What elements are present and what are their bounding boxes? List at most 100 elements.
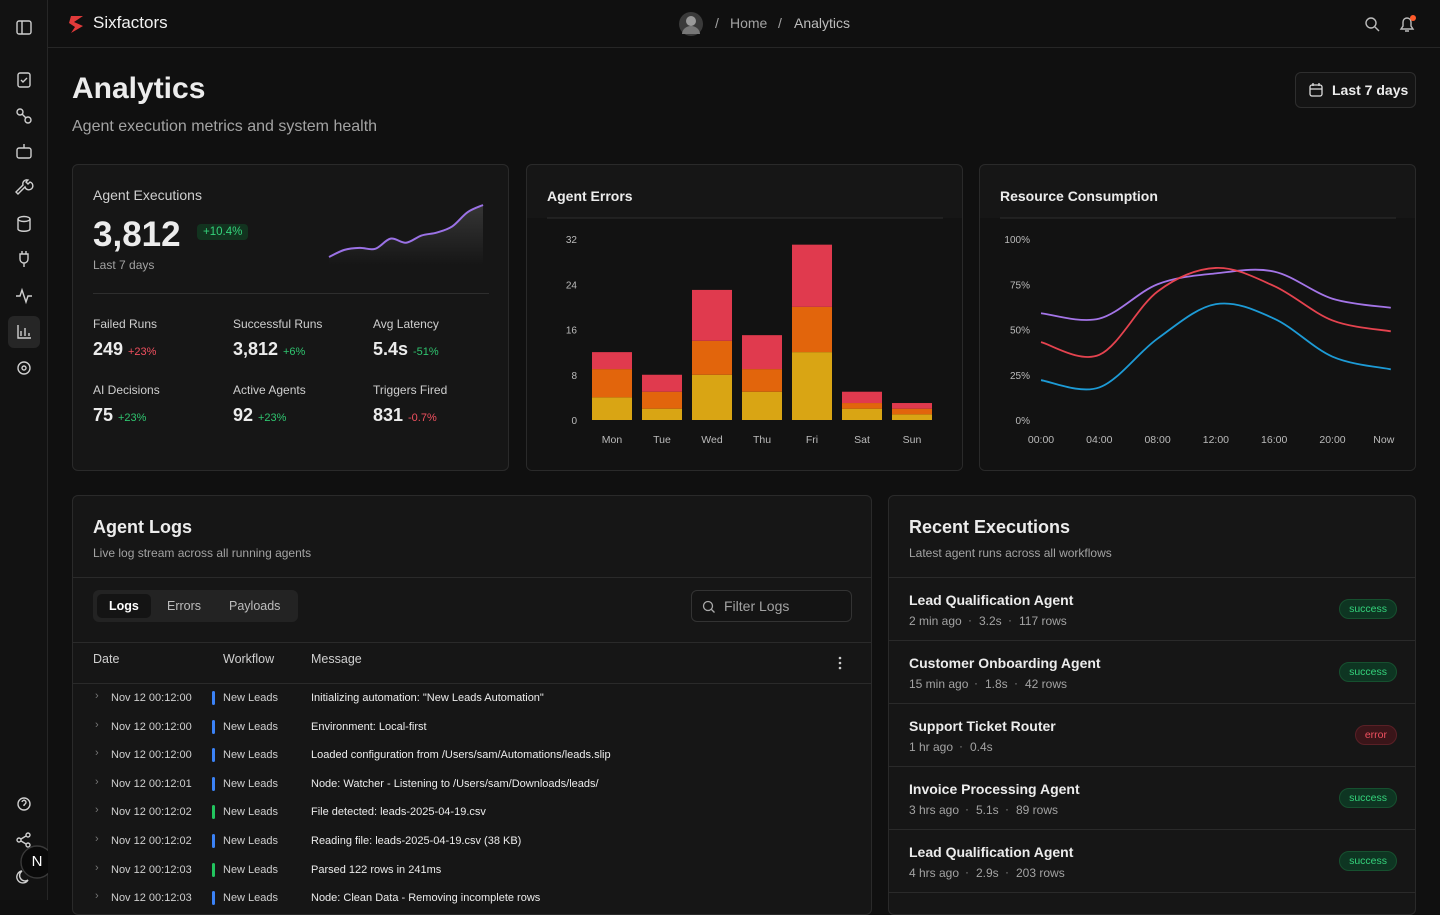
workflow-marker: [212, 748, 215, 763]
dot: ·: [974, 676, 978, 690]
change-badge: +10.4%: [197, 224, 249, 240]
workflow-marker: [212, 719, 215, 734]
log-date: Nov 12 00:12:03: [111, 892, 192, 905]
execution-item[interactable]: Invoice Processing Agent 3 hrs ago · 5.1s · 8…: [889, 767, 1415, 830]
log-date: Nov 12 00:12:03: [111, 863, 192, 876]
log-message: Loaded configuration from /Users/sam/Aut…: [311, 749, 611, 762]
tab[interactable]: Errors: [167, 599, 202, 613]
tab[interactable]: Logs: [97, 594, 151, 618]
big-value: 3,812: [93, 215, 181, 254]
column-menu[interactable]: [836, 655, 844, 671]
x-tick-label: 08:00: [1144, 434, 1170, 446]
errors-chart: 0 8 16 24 32 Mon Tue Wed Thu Fri Sat Sun: [527, 217, 962, 470]
dot: ·: [965, 802, 969, 816]
tabs: Logs Errors Payloads: [93, 590, 298, 622]
execution-item[interactable]: Lead Qualification Agent 4 hrs ago · 2.9s · 2…: [889, 830, 1415, 893]
execution-meta: 42 rows: [1025, 677, 1068, 691]
breadcrumb[interactable]: Home: [730, 15, 768, 31]
card-title: Agent Errors: [547, 188, 633, 204]
metric-label: Avg Latency: [373, 317, 439, 331]
log-row[interactable]: › Nov 12 00:12:00 New Leads Initializing au…: [73, 684, 871, 712]
log-workflow: New Leads: [223, 749, 279, 762]
status-badge: success: [1339, 662, 1397, 682]
chevron: ›: [95, 833, 99, 845]
bar-segment: [792, 244, 832, 307]
y-tick-label: 0: [571, 416, 577, 427]
chevron: ›: [95, 861, 99, 874]
executions-card: Agent Executions 3,812 +10.4% Last 7 day…: [72, 164, 509, 471]
execution-item[interactable]: Customer Onboarding Agent 15 min ago · 1.8s…: [889, 641, 1415, 704]
execution-meta: 0.4s: [970, 740, 993, 754]
log-workflow: New Leads: [223, 692, 279, 704]
search-input[interactable]: Filter Logs: [691, 590, 852, 622]
workflow-marker: [212, 805, 215, 820]
execution-name: Lead Qualification Agent: [909, 592, 1074, 608]
bar-segment: [742, 369, 782, 392]
execution-meta: 15 min ago: [909, 677, 969, 691]
metric-label: AI Decisions: [93, 383, 160, 397]
log-workflow: New Leads: [223, 863, 279, 876]
divider: [73, 683, 871, 684]
workflow-marker: [212, 862, 215, 877]
execution-meta: 3 hrs ago: [909, 803, 960, 817]
user-avatar[interactable]: N: [31, 853, 43, 870]
metric-value: 831: [373, 405, 404, 425]
avatar: [679, 12, 703, 36]
dot: ·: [1005, 865, 1009, 879]
y-tick-label: 0%: [1016, 416, 1031, 427]
log-row[interactable]: › Nov 12 00:12:02 New Leads Reading file: l…: [73, 827, 871, 855]
divider: [93, 293, 489, 294]
log-row[interactable]: › Nov 12 00:12:01 New Leads Node: Watcher -…: [73, 770, 871, 798]
column-header[interactable]: Message: [311, 652, 362, 666]
status-badge: success: [1339, 788, 1397, 808]
divider: [889, 577, 1415, 578]
range-button[interactable]: Last 7 days: [1295, 72, 1416, 108]
column-header[interactable]: Workflow: [223, 652, 275, 666]
resource-chart: 0% 25% 50% 75% 100% 00:00 04:00 08:00 12:00 16:00…: [980, 217, 1415, 470]
brand[interactable]: Sixfactors: [93, 13, 168, 32]
dot: ·: [1008, 613, 1012, 627]
metric-change: +6%: [283, 346, 306, 358]
log-row[interactable]: › Nov 12 00:12:00 New Leads Loaded configur…: [73, 741, 871, 769]
recent-card: Recent Executions Latest agent runs acro…: [888, 495, 1416, 915]
y-tick-label: 25%: [1010, 371, 1030, 382]
bar-segment: [592, 397, 632, 420]
sparkline: [328, 204, 484, 258]
bar-segment: [642, 408, 682, 420]
metric-value: 5.4s: [373, 339, 409, 359]
column-header[interactable]: Date: [93, 652, 120, 666]
page-title: Analytics: [72, 72, 206, 105]
log-row[interactable]: › Nov 12 00:12:00 New Leads Environment: Lo…: [73, 713, 871, 741]
bar-segment: [642, 391, 682, 409]
x-tick-label: Now: [1373, 434, 1394, 446]
tab[interactable]: Payloads: [229, 599, 281, 613]
bar-segment: [892, 408, 932, 415]
metric-value: 249: [93, 339, 124, 359]
top-actions[interactable]: [1363, 14, 1440, 34]
metric-label: Failed Runs: [93, 317, 158, 331]
metric-label: Triggers Fired: [373, 383, 448, 397]
execution-item[interactable]: Lead Qualification Agent 2 min ago · 3.2s · 1…: [889, 578, 1415, 641]
card-subtitle: Live log stream across all running agent…: [93, 546, 312, 560]
log-message: Node: Clean Data - Removing incomplete r…: [311, 892, 541, 905]
log-row[interactable]: › Nov 12 00:12:03 New Leads Node: Clean Dat…: [73, 884, 871, 912]
execution-meta: 89 rows: [1016, 803, 1059, 817]
x-tick-label: 04:00: [1086, 434, 1112, 446]
search-placeholder: Filter Logs: [724, 598, 790, 614]
execution-meta: 3.2s: [979, 614, 1002, 628]
line: [1040, 302, 1391, 391]
bar-segment: [742, 391, 782, 420]
bar-segment: [842, 403, 882, 409]
metric-change: +23%: [118, 412, 147, 424]
metric-value: 75: [93, 405, 114, 425]
metric-change: -0.7%: [408, 412, 437, 424]
log-row[interactable]: › Nov 12 00:12:03 New Leads Parsed 122 rows…: [73, 856, 871, 884]
page-subtitle: Agent execution metrics and system healt…: [72, 118, 378, 135]
x-tick-label: Wed: [701, 434, 723, 446]
sidebar-icons: [8, 20, 54, 884]
execution-item[interactable]: Support Ticket Router 1 hr ago · 0.4s error: [889, 704, 1415, 767]
bar-segment: [642, 374, 682, 392]
log-workflow: New Leads: [223, 720, 279, 733]
sparkline-area: [329, 205, 483, 265]
log-row[interactable]: › Nov 12 00:12:02 New Leads File detected: …: [73, 798, 871, 826]
